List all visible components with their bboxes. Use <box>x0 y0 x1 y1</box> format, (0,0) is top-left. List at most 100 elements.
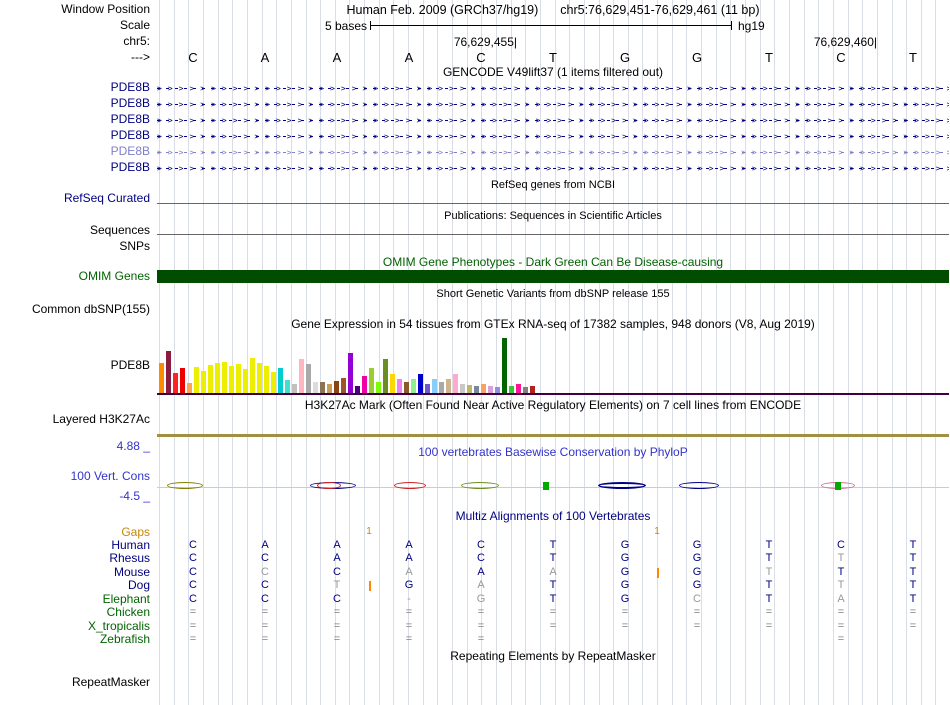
align-base: T <box>837 566 845 578</box>
gtex-bar[interactable] <box>173 373 178 393</box>
gtex-bar[interactable] <box>467 385 472 393</box>
gtex-bar[interactable] <box>236 364 241 393</box>
gtex-bar[interactable] <box>411 379 416 393</box>
gtex-bar[interactable] <box>404 382 409 393</box>
gtex-bar[interactable] <box>285 380 290 393</box>
chrom-label: chr5: <box>123 34 150 48</box>
gene-label[interactable]: PDE8B <box>110 128 150 142</box>
gene-transcript-row[interactable]: >>>>>>>>>>>>>>>>>>>>>>>>>>>>>>>>>>>>>>>>… <box>157 129 949 143</box>
gtex-bar[interactable] <box>495 387 500 393</box>
gene-transcript-row[interactable]: >>>>>>>>>>>>>>>>>>>>>>>>>>>>>>>>>>>>>>>>… <box>157 113 949 127</box>
align-base: T <box>765 539 773 551</box>
gtex-bar[interactable] <box>334 381 339 393</box>
gtex-bar[interactable] <box>383 359 388 393</box>
gtex-bar[interactable] <box>509 386 514 393</box>
align-base: A <box>549 566 557 578</box>
gtex-bar[interactable] <box>453 374 458 393</box>
dbsnp-label[interactable]: Common dbSNP(155) <box>31 302 150 316</box>
gtex-bar[interactable] <box>264 366 269 393</box>
gtex-bar[interactable] <box>362 376 367 393</box>
species-label[interactable]: Zebrafish <box>99 632 150 646</box>
gene-label[interactable]: PDE8B <box>110 112 150 126</box>
gtex-bar[interactable] <box>376 382 381 393</box>
gtex-bar[interactable] <box>194 367 199 393</box>
gtex-bar[interactable] <box>271 372 276 393</box>
align-base: T <box>765 566 773 578</box>
gtex-bar[interactable] <box>306 364 311 393</box>
gtex-bar[interactable] <box>243 369 248 393</box>
gtex-bar[interactable] <box>397 379 402 393</box>
gtex-bar[interactable] <box>446 379 451 393</box>
gtex-bar[interactable] <box>348 353 353 393</box>
align-base: G <box>692 552 702 564</box>
gtex-bar[interactable] <box>313 382 318 393</box>
gtex-bar[interactable] <box>460 384 465 393</box>
gtex-bar[interactable] <box>369 368 374 393</box>
gtex-bar[interactable] <box>257 363 262 393</box>
gtex-bar[interactable] <box>299 359 304 393</box>
publications-track-title: Publications: Sequences in Scientific Ar… <box>444 210 662 222</box>
gtex-bar[interactable] <box>229 366 234 393</box>
gene-transcript-row[interactable]: >>>>>>>>>>>>>>>>>>>>>>>>>>>>>>>>>>>>>>>>… <box>157 145 949 159</box>
gtex-bar[interactable] <box>292 384 297 393</box>
gtex-bar[interactable] <box>320 382 325 393</box>
species-label[interactable]: Dog <box>127 578 150 592</box>
gene-label[interactable]: PDE8B <box>110 80 150 94</box>
species-label[interactable]: X_tropicalis <box>87 619 150 633</box>
gtex-bar[interactable] <box>341 378 346 393</box>
sequences-label[interactable]: Sequences <box>89 223 150 237</box>
gtex-bar[interactable] <box>390 374 395 393</box>
gtex-bar[interactable] <box>201 371 206 393</box>
gtex-gene-label[interactable]: PDE8B <box>110 358 150 372</box>
omim-genes-label[interactable]: OMIM Genes <box>78 269 150 283</box>
gtex-bar[interactable] <box>432 379 437 393</box>
gene-label[interactable]: PDE8B <box>110 96 150 110</box>
snps-label[interactable]: SNPs <box>119 239 150 253</box>
species-label[interactable]: Chicken <box>106 605 150 619</box>
gtex-bar[interactable] <box>215 363 220 393</box>
gtex-bar[interactable] <box>418 374 423 393</box>
species-label[interactable]: Elephant <box>102 592 150 606</box>
gtex-bar[interactable] <box>180 368 185 393</box>
gridline <box>422 0 424 705</box>
gtex-bar[interactable] <box>516 384 521 393</box>
gtex-bar[interactable] <box>523 387 528 393</box>
gene-transcript-row[interactable]: >>>>>>>>>>>>>>>>>>>>>>>>>>>>>>>>>>>>>>>>… <box>157 161 949 175</box>
gtex-bar[interactable] <box>355 386 360 393</box>
gtex-bar[interactable] <box>208 365 213 393</box>
gtex-bar[interactable] <box>187 383 192 393</box>
h3k27ac-label[interactable]: Layered H3K27Ac <box>52 412 150 426</box>
gene-transcript-row[interactable]: >>>>>>>>>>>>>>>>>>>>>>>>>>>>>>>>>>>>>>>>… <box>157 81 949 95</box>
repeatmasker-label[interactable]: RepeatMasker <box>71 675 150 689</box>
species-label[interactable]: Rhesus <box>109 551 150 565</box>
ruler-base: A <box>404 50 414 65</box>
gtex-bar[interactable] <box>278 368 283 393</box>
gtex-bar[interactable] <box>250 358 255 393</box>
align-base: T <box>765 593 773 605</box>
gtex-bar[interactable] <box>502 338 507 393</box>
gridline <box>305 0 307 705</box>
gtex-bar[interactable] <box>166 351 171 393</box>
refseq-curated-label[interactable]: RefSeq Curated <box>63 191 150 205</box>
species-label[interactable]: Human <box>111 538 150 552</box>
omim-genes-bar[interactable] <box>157 270 949 283</box>
gridline <box>598 0 600 705</box>
gtex-bar[interactable] <box>474 386 479 393</box>
phylop-label[interactable]: 100 Vert. Cons <box>70 469 150 483</box>
gtex-bar[interactable] <box>159 363 164 393</box>
gtex-bar[interactable] <box>425 384 430 393</box>
gtex-bar[interactable] <box>481 384 486 393</box>
gene-transcript-row[interactable]: >>>>>>>>>>>>>>>>>>>>>>>>>>>>>>>>>>>>>>>>… <box>157 97 949 111</box>
gtex-bar[interactable] <box>327 384 332 393</box>
align-base: = <box>333 606 341 618</box>
gene-label[interactable]: PDE8B <box>110 144 150 158</box>
gtex-bar[interactable] <box>222 362 227 393</box>
position-range: chr5:76,629,451-76,629,461 (11 bp) <box>560 3 760 17</box>
gtex-bar[interactable] <box>530 386 535 393</box>
gaps-label[interactable]: Gaps <box>121 525 150 539</box>
gtex-bar[interactable] <box>439 382 444 393</box>
gtex-bar[interactable] <box>488 386 493 393</box>
species-label[interactable]: Mouse <box>113 565 150 579</box>
gene-label[interactable]: PDE8B <box>110 160 150 174</box>
